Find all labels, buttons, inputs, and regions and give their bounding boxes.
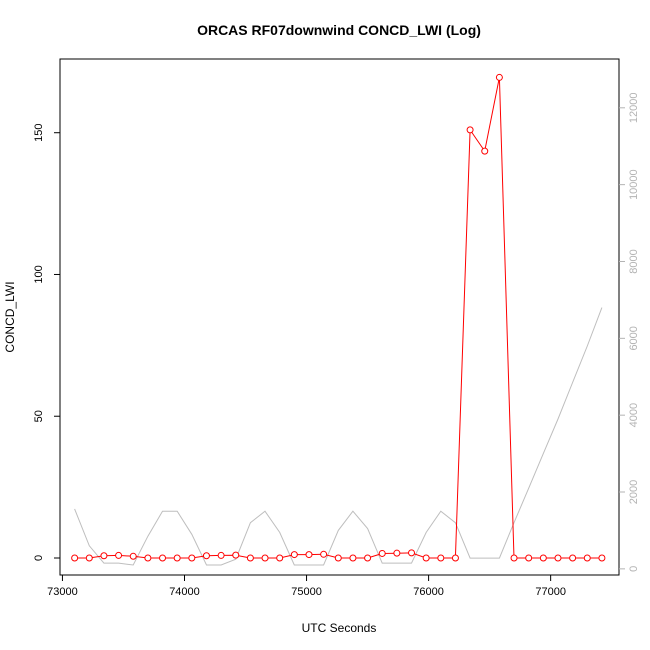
data-point: [290, 551, 298, 559]
y2-tick-label: 2000: [628, 480, 640, 504]
data-point: [408, 549, 416, 557]
data-point: [261, 554, 269, 562]
data-point: [393, 549, 401, 557]
data-point: [246, 554, 254, 562]
data-point: [100, 552, 108, 560]
data-point: [217, 551, 225, 559]
y2-tick-label: 0: [628, 566, 640, 572]
data-point: [481, 147, 489, 155]
data-point: [144, 554, 152, 562]
y2-tick-label: 4000: [628, 403, 640, 427]
data-point: [569, 554, 577, 562]
y-tick-label: 0: [33, 555, 45, 561]
series-right-gray: [74, 307, 603, 566]
plot-frame: [59, 58, 620, 576]
y-tick-label: 150: [33, 124, 45, 142]
y2-tick-label: 10000: [628, 169, 640, 200]
y2-tick-label: 8000: [628, 249, 640, 273]
y-tick-label: 50: [33, 410, 45, 422]
data-point: [71, 554, 79, 562]
x-axis-label: UTC Seconds: [302, 621, 377, 635]
series-line-gray: [74, 307, 603, 566]
data-point: [232, 551, 240, 559]
data-point: [451, 554, 459, 562]
x-tick-label: 73000: [47, 586, 78, 598]
data-point: [159, 554, 167, 562]
data-point: [598, 554, 606, 562]
y-tick-label: 100: [33, 265, 45, 283]
y-axis-right: 0 2000 4000 6000 8000 10000 12000: [619, 92, 640, 572]
data-point: [349, 554, 357, 562]
data-point: [554, 554, 562, 562]
data-point: [173, 554, 181, 562]
data-point: [378, 549, 386, 557]
series-left-red: [71, 73, 606, 562]
x-tick-label: 77000: [535, 586, 566, 598]
data-point: [115, 551, 123, 559]
data-point: [276, 554, 284, 562]
x-tick-label: 76000: [413, 586, 444, 598]
y-axis-label: CONCD_LWI: [3, 281, 17, 352]
data-point: [320, 550, 328, 558]
data-point: [305, 551, 313, 559]
x-tick-label: 74000: [169, 586, 200, 598]
data-point: [437, 554, 445, 562]
y-axis-left: 0 50 100 150: [33, 124, 60, 561]
data-point: [583, 554, 591, 562]
data-point: [495, 73, 503, 81]
data-point: [525, 554, 533, 562]
data-point: [466, 126, 474, 134]
y2-tick-label: 12000: [628, 92, 640, 123]
chart-title: ORCAS RF07downwind CONCD_LWI (Log): [197, 22, 481, 38]
x-tick-label: 75000: [291, 586, 322, 598]
data-point: [188, 554, 196, 562]
data-point: [539, 554, 547, 562]
data-point: [510, 554, 518, 562]
series-line-red: [74, 77, 602, 559]
data-point: [202, 552, 210, 560]
data-point: [334, 554, 342, 562]
data-point: [364, 554, 372, 562]
x-axis: 73000 74000 75000 76000 77000: [47, 575, 566, 598]
data-point: [129, 552, 137, 560]
data-point: [85, 554, 93, 562]
y2-tick-label: 6000: [628, 326, 640, 350]
data-point: [422, 554, 430, 562]
